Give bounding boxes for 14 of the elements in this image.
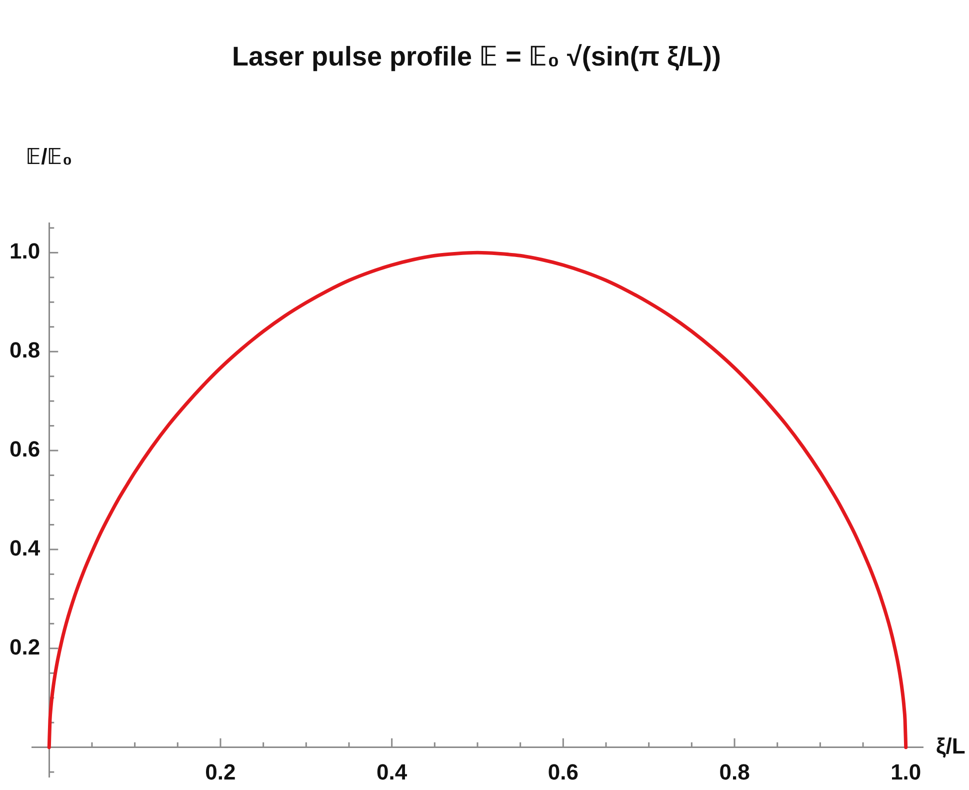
y-tick-label: 0.4 <box>10 536 41 561</box>
chart-title: Laser pulse profile 𝔼 = 𝔼₀ √(sin(π ξ/L)) <box>232 41 722 72</box>
y-tick-label: 0.8 <box>10 338 40 363</box>
y-axis-title: 𝔼/𝔼₀ <box>26 144 72 170</box>
x-tick-label: 0.8 <box>719 759 750 784</box>
x-tick-label: 0.4 <box>376 759 408 784</box>
y-tick-label: 0.2 <box>10 634 40 660</box>
y-tick-label: 0.6 <box>10 436 40 462</box>
x-tick-label: 0.6 <box>548 759 578 784</box>
x-tick-label: 1.0 <box>890 759 922 784</box>
x-tick-label: 0.2 <box>205 759 236 784</box>
x-axis-title: ξ/L <box>936 733 966 758</box>
line-series <box>47 250 908 750</box>
y-tick-label: 1.0 <box>10 238 40 264</box>
